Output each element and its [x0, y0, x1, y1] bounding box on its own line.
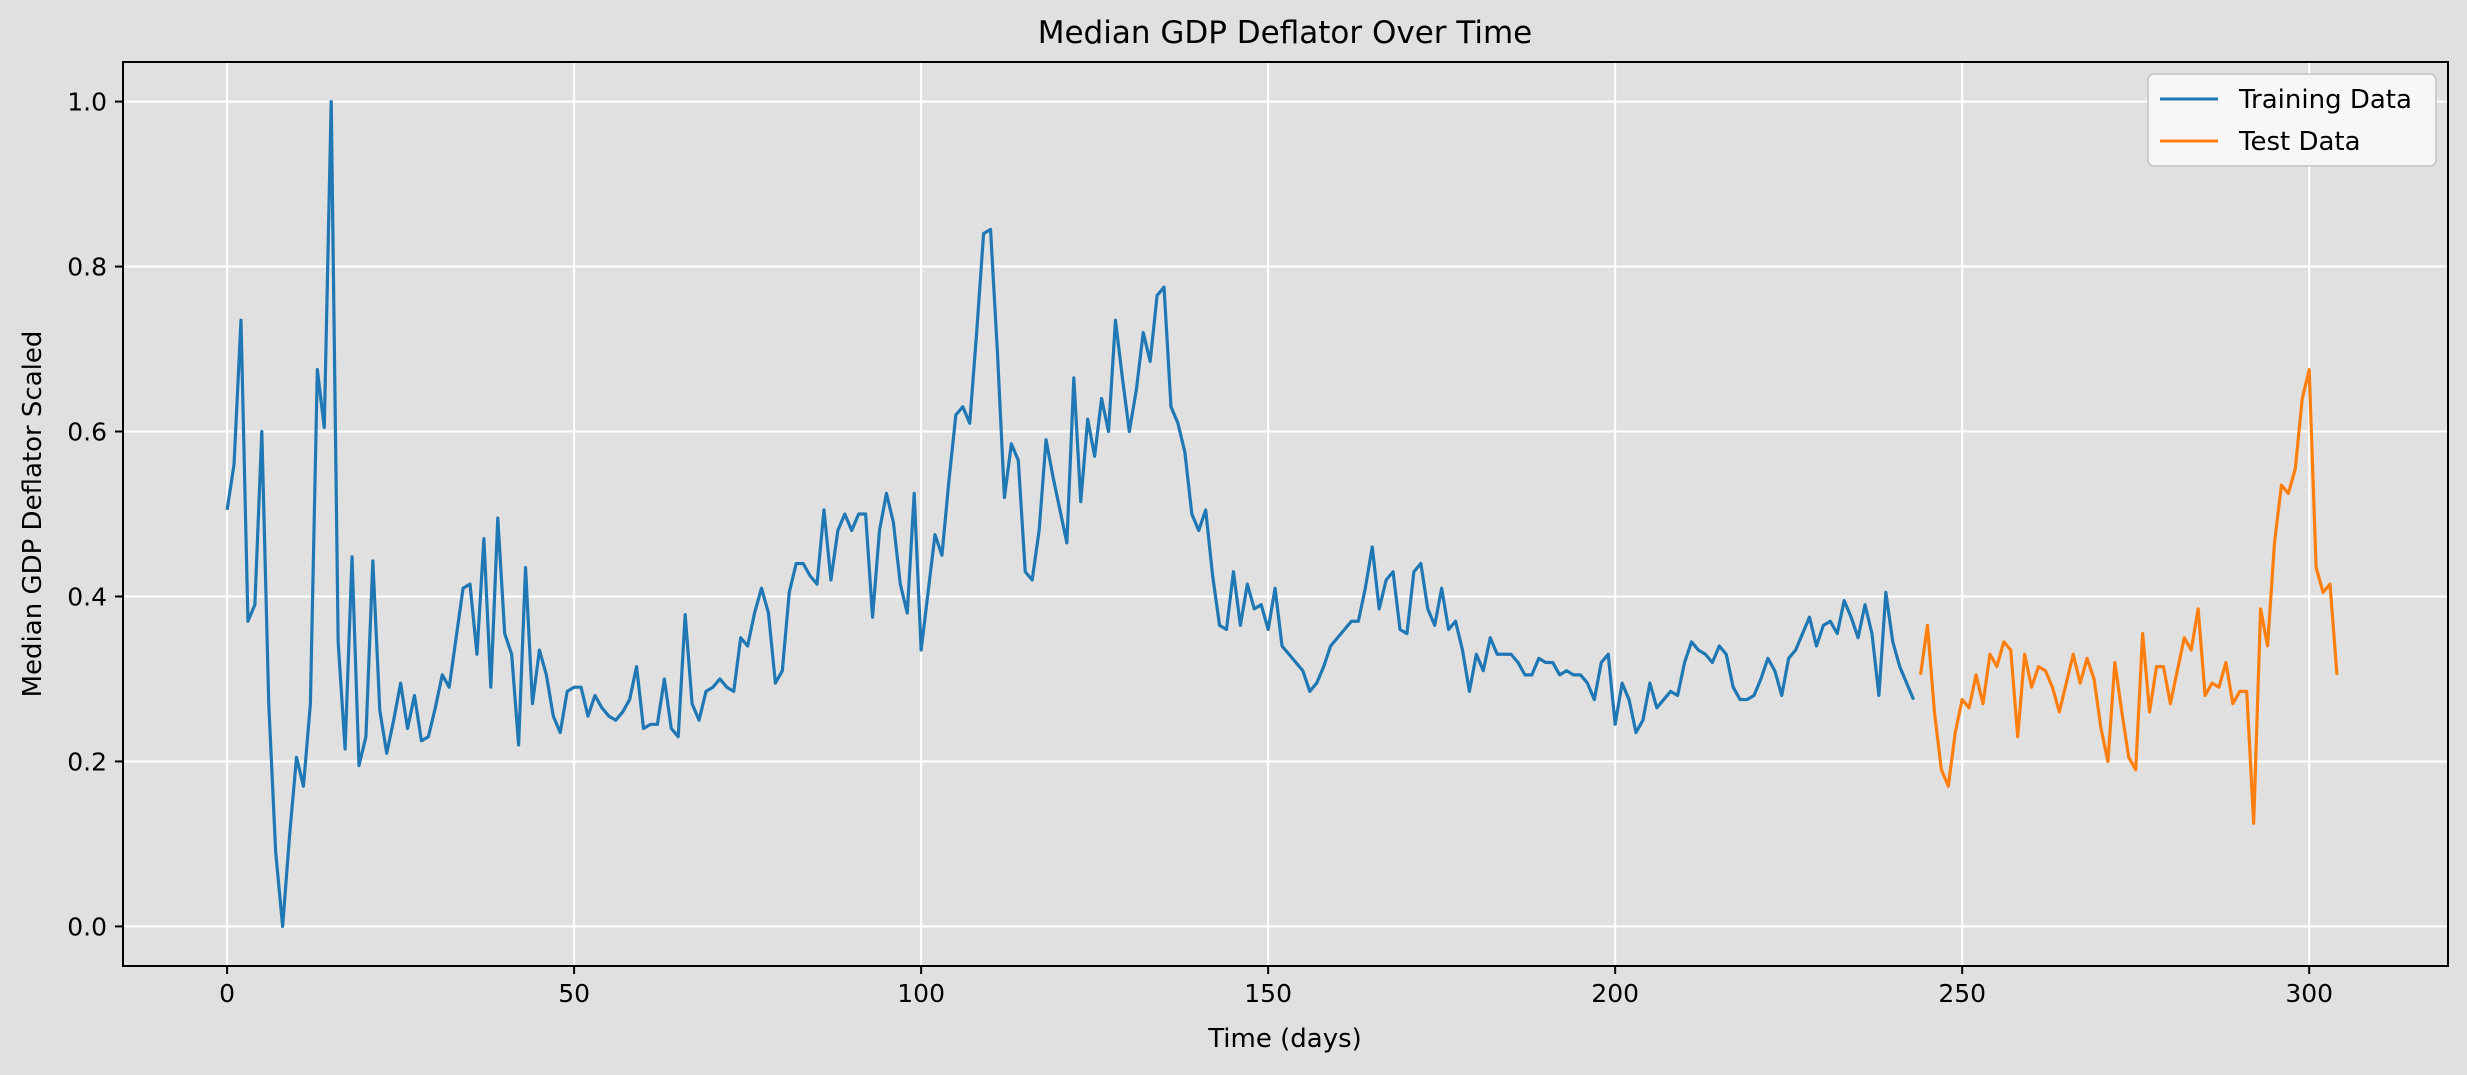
x-tick-label: 0: [219, 979, 235, 1008]
x-axis: 0 50 100 150 200 250 300: [219, 966, 2333, 1008]
y-axis: 0.0 0.2 0.4 0.6 0.8 1.0: [67, 88, 123, 941]
y-tick-label: 0.0: [67, 912, 107, 941]
y-tick-label: 0.2: [67, 747, 107, 776]
legend-label-test: Test Data: [2238, 127, 2361, 157]
plot-frame: [122, 61, 2449, 967]
y-tick-label: 0.4: [67, 582, 107, 611]
y-tick-label: 0.6: [67, 418, 107, 447]
x-axis-label: Time (days): [1207, 1024, 1362, 1054]
x-tick-label: 50: [558, 979, 590, 1008]
x-tick-label: 250: [1938, 979, 1986, 1008]
legend-box: [2147, 73, 2437, 167]
legend: Training Data Test Data: [2147, 73, 2437, 167]
y-tick-label: 1.0: [67, 88, 107, 117]
series-layer: [225, 99, 2339, 929]
y-tick-label: 0.8: [67, 253, 107, 282]
x-tick-label: 100: [897, 979, 945, 1008]
y-axis-label: Median GDP Deflator Scaled: [18, 331, 48, 698]
plot-area: [123, 62, 2448, 966]
x-tick-label: 300: [2285, 979, 2333, 1008]
test-data-line: [1918, 368, 2339, 825]
training-data-line: [225, 99, 1916, 929]
grid-lines: [123, 62, 2448, 966]
chart-title: Median GDP Deflator Over Time: [1038, 15, 1533, 51]
legend-label-training: Training Data: [2238, 85, 2412, 115]
x-tick-label: 150: [1244, 979, 1292, 1008]
x-tick-label: 200: [1591, 979, 1639, 1008]
